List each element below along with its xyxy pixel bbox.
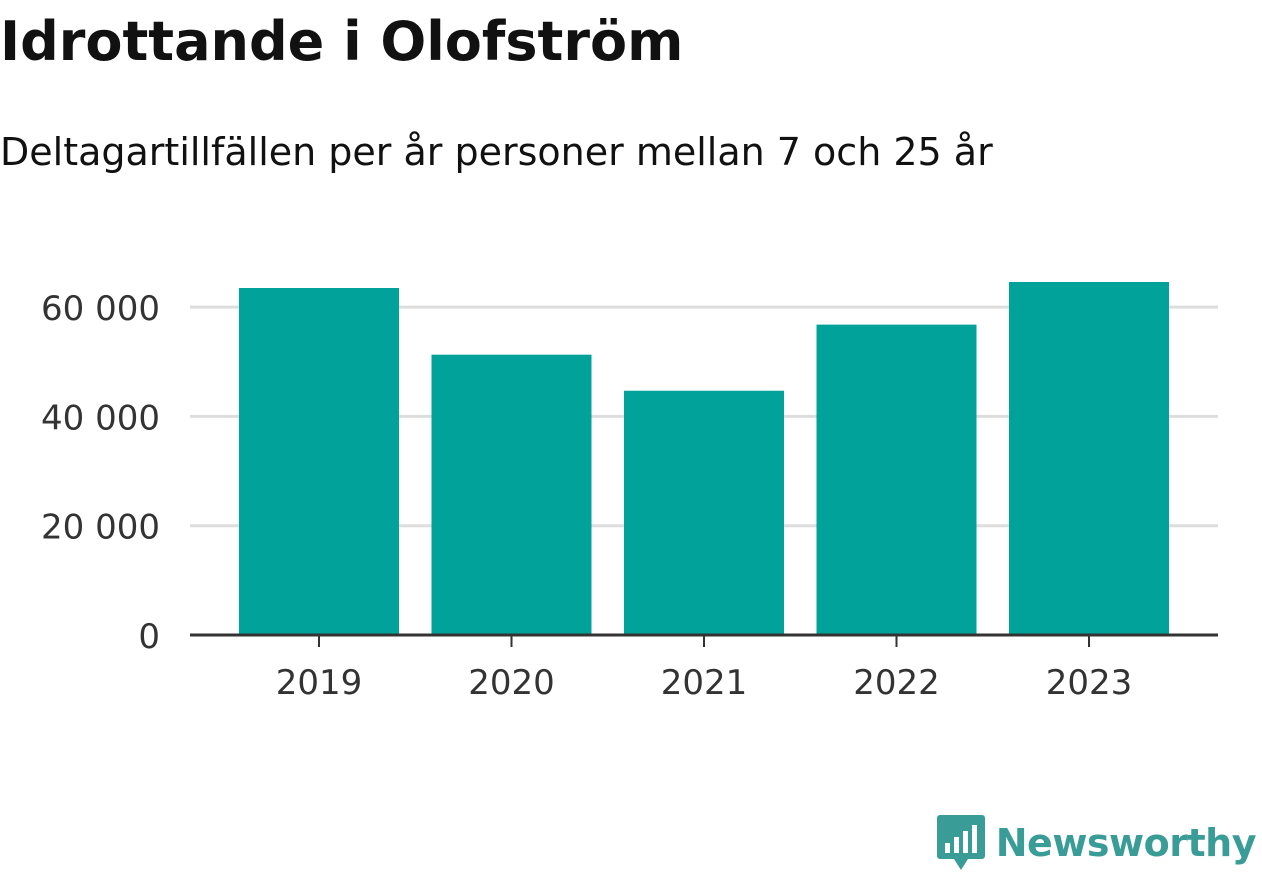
x-tick-label: 2022 bbox=[853, 663, 940, 703]
x-tick-label: 2023 bbox=[1046, 663, 1133, 703]
y-tick-label: 60 000 bbox=[41, 289, 160, 329]
y-tick-label: 20 000 bbox=[41, 508, 160, 548]
chart-subtitle: Deltagartillfällen per år personer mella… bbox=[0, 130, 993, 174]
bar-2023 bbox=[1009, 281, 1169, 635]
x-tick-label: 2020 bbox=[468, 663, 555, 703]
tick-labels: 0 20 000 40 000 60 000 2019 2020 2021 2022 2023 bbox=[41, 289, 1132, 703]
bars bbox=[239, 281, 1169, 635]
chart-title: Idrottande i Olofström bbox=[0, 10, 684, 73]
bar-2021 bbox=[624, 390, 784, 635]
axes bbox=[190, 633, 1218, 647]
brand-name: Newsworthy bbox=[995, 821, 1257, 865]
x-tick-label: 2019 bbox=[276, 663, 363, 703]
x-tick-label: 2021 bbox=[661, 663, 748, 703]
bar-2020 bbox=[431, 354, 592, 635]
bar-2019 bbox=[239, 288, 399, 635]
y-tick-label: 0 bbox=[138, 617, 160, 657]
newsworthy-logo: Newsworthy bbox=[936, 813, 1257, 873]
y-tick-label: 40 000 bbox=[41, 398, 160, 438]
bar-chart-speech-bubble-icon bbox=[936, 815, 985, 870]
bar-2022 bbox=[816, 324, 977, 635]
